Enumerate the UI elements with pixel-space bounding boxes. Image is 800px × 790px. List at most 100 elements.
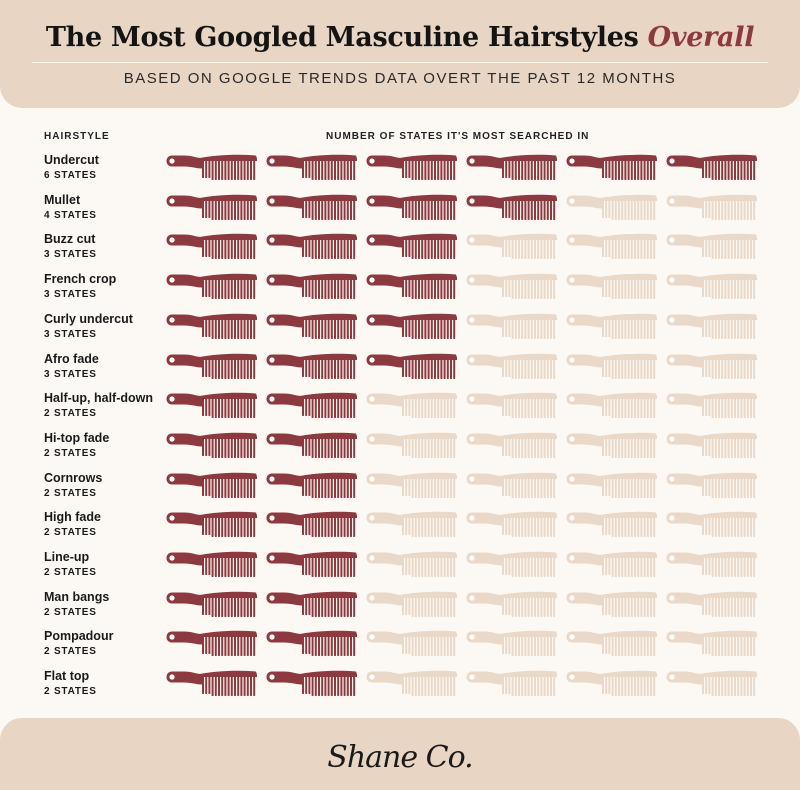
comb-icon-filled	[466, 154, 557, 180]
comb-icon-empty	[366, 392, 457, 419]
comb-icon-empty	[666, 273, 757, 300]
comb-icon-empty	[566, 591, 657, 617]
comb-icon-empty	[666, 432, 757, 458]
comb-icon-filled	[666, 154, 757, 180]
comb-icon-empty	[666, 551, 757, 577]
comb-icon-empty	[366, 432, 457, 458]
comb-icon-filled	[166, 392, 257, 419]
chart-row: Half-up, half-down 2 STATES	[0, 391, 800, 431]
chart-row: Cornrows 2 STATES	[0, 471, 800, 511]
comb-icon-filled	[266, 670, 357, 697]
states-count: 3 STATES	[44, 289, 97, 301]
comb-icon-empty	[566, 234, 657, 260]
comb-icon-empty	[366, 631, 457, 657]
page-title: The Most Googled Masculine Hairstyles Ov…	[0, 22, 800, 53]
chart-row: Undercut 6 STATES	[0, 153, 800, 193]
comb-icon-filled	[266, 194, 357, 220]
hairstyle-name: Hi-top fade	[44, 430, 110, 445]
states-count: 3 STATES	[44, 368, 97, 380]
comb-icon-filled	[266, 631, 357, 657]
comb-icon-filled	[266, 591, 357, 617]
comb-icon-filled	[166, 512, 257, 538]
comb-icon-empty	[666, 631, 757, 657]
comb-icon-empty	[366, 551, 457, 577]
states-count: 3 STATES	[44, 328, 97, 340]
comb-icon-empty	[566, 472, 657, 498]
hairstyle-name: Curly undercut	[44, 311, 133, 326]
comb-icon-filled	[166, 154, 257, 180]
hairstyle-name: Pompadour	[44, 629, 114, 644]
hairstyle-name: Mullet	[44, 192, 81, 207]
comb-icon-filled	[166, 194, 257, 220]
comb-icon-empty	[466, 670, 557, 697]
comb-icon-empty	[566, 551, 657, 577]
comb-icon-filled	[266, 551, 357, 577]
comb-icon-empty	[566, 194, 657, 220]
comb-icon-filled	[266, 432, 357, 458]
comb-icon-empty	[466, 273, 557, 300]
comb-icon-empty	[466, 591, 557, 617]
comb-icon-empty	[566, 432, 657, 458]
comb-icon-filled	[166, 432, 257, 458]
chart-row: Pompadour 2 STATES	[0, 629, 800, 669]
hairstyle-name: Afro fade	[44, 351, 99, 366]
comb-icon-filled	[366, 234, 457, 260]
comb-icon-filled	[166, 670, 257, 697]
comb-icon-filled	[566, 154, 657, 180]
comb-icon-empty	[466, 313, 557, 339]
chart-row: Hi-top fade 2 STATES	[0, 431, 800, 471]
chart-row: High fade 2 STATES	[0, 510, 800, 550]
hairstyle-name: French crop	[44, 272, 117, 287]
comb-icon-filled	[466, 194, 557, 220]
comb-icon-filled	[366, 194, 457, 220]
states-count: 2 STATES	[44, 527, 97, 539]
chart-row: Buzz cut 3 STATES	[0, 232, 800, 272]
comb-icon-filled	[366, 313, 457, 339]
states-column-header: NUMBER OF STATES IT'S MOST SEARCHED IN	[326, 131, 590, 142]
comb-icon-empty	[366, 512, 457, 538]
comb-icon-empty	[666, 472, 757, 498]
hairstyle-column-header: HAIRSTYLE	[44, 131, 110, 142]
comb-icon-empty	[566, 392, 657, 419]
states-count: 2 STATES	[44, 408, 97, 420]
chart-row: Mullet 4 STATES	[0, 193, 800, 233]
comb-icon-filled	[166, 353, 257, 379]
chart-row: Curly undercut 3 STATES	[0, 312, 800, 352]
comb-icon-empty	[566, 512, 657, 538]
comb-icon-filled	[166, 472, 257, 498]
comb-icon-filled	[266, 353, 357, 379]
comb-icon-empty	[366, 670, 457, 697]
chart-row: Line-up 2 STATES	[0, 550, 800, 590]
comb-icon-filled	[166, 591, 257, 617]
comb-icon-filled	[266, 273, 357, 300]
hairstyle-name: Line-up	[44, 550, 90, 564]
comb-icon-empty	[566, 631, 657, 657]
comb-icon-empty	[466, 392, 557, 419]
comb-icon-filled	[166, 551, 257, 577]
comb-icon-empty	[466, 353, 557, 379]
comb-icon-filled	[166, 313, 257, 339]
comb-icon-empty	[466, 551, 557, 577]
comb-icon-filled	[266, 392, 357, 419]
states-count: 2 STATES	[44, 567, 97, 578]
comb-icon-empty	[366, 472, 457, 498]
comb-icon-empty	[666, 234, 757, 260]
hairstyle-name: Undercut	[44, 153, 99, 167]
comb-icon-empty	[666, 670, 757, 697]
comb-icon-empty	[666, 194, 757, 220]
hairstyle-name: Flat top	[44, 669, 90, 684]
comb-icon-filled	[166, 234, 257, 260]
states-count: 2 STATES	[44, 646, 97, 658]
title-emphasis: Overall	[647, 22, 755, 53]
comb-icon-empty	[566, 273, 657, 300]
comb-icon-empty	[666, 353, 757, 379]
hairstyle-name: High fade	[44, 510, 101, 525]
comb-icon-empty	[566, 313, 657, 339]
states-count: 6 STATES	[44, 170, 97, 181]
chart-row: French crop 3 STATES	[0, 272, 800, 312]
states-count: 3 STATES	[44, 249, 97, 261]
comb-icon-filled	[166, 273, 257, 300]
footer-band: Shane Co.	[0, 718, 800, 790]
title-divider	[32, 62, 768, 63]
states-count: 4 STATES	[44, 209, 97, 221]
